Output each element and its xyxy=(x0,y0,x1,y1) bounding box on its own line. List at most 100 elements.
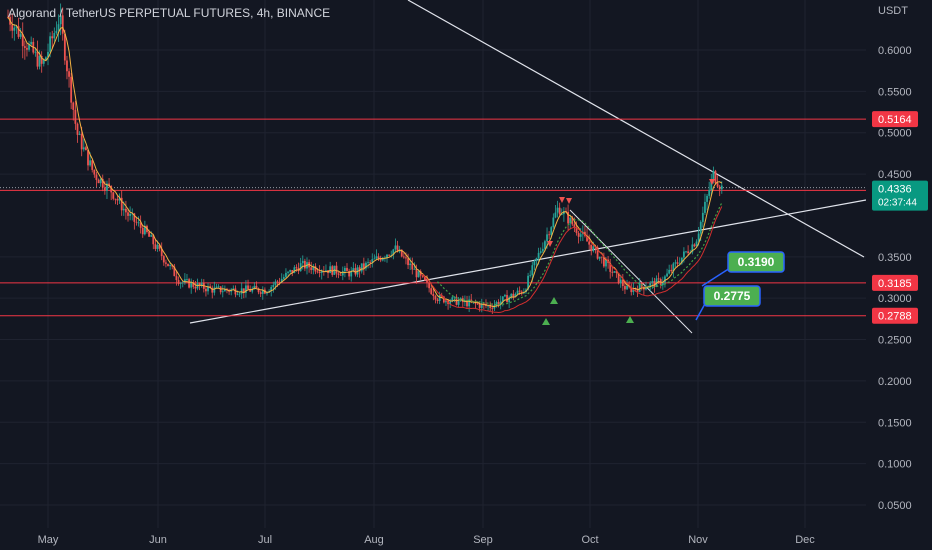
candle-body xyxy=(74,109,77,124)
y-tick-label: 0.1000 xyxy=(878,459,912,471)
candle-body xyxy=(375,256,378,259)
candle-body xyxy=(514,294,517,297)
candle-body xyxy=(28,44,30,50)
candle-body xyxy=(402,256,405,258)
candle-body xyxy=(266,292,268,294)
candle-body xyxy=(186,279,188,281)
candle-body xyxy=(352,268,355,271)
candle-body xyxy=(165,262,167,264)
candle-body xyxy=(211,287,214,293)
candle-body xyxy=(192,282,195,287)
y-tick-label: 0.2500 xyxy=(878,335,912,347)
candle-body xyxy=(49,36,52,52)
candle-body xyxy=(15,26,18,28)
candle-body xyxy=(626,285,628,290)
candle-body xyxy=(596,246,599,259)
candle-body xyxy=(548,234,551,236)
candle-body xyxy=(217,286,220,288)
candle-body xyxy=(636,289,639,292)
sell-signal-icon xyxy=(709,179,715,185)
candle-body xyxy=(611,271,614,273)
candle-body xyxy=(573,224,576,228)
candle-body xyxy=(400,249,403,257)
candle-body xyxy=(343,267,346,272)
candle-body xyxy=(476,303,479,305)
candle-body xyxy=(299,263,302,272)
candle-body xyxy=(645,287,647,290)
candle-body xyxy=(670,269,673,272)
candle-body xyxy=(270,286,273,292)
candle-body xyxy=(51,36,54,39)
level-label-box xyxy=(872,307,918,324)
candle-body xyxy=(571,217,574,225)
candle-body xyxy=(613,271,616,273)
candle-body xyxy=(411,263,414,270)
candle-body xyxy=(23,46,26,48)
candle-body xyxy=(716,183,719,187)
candle-body xyxy=(188,279,190,288)
candle-body xyxy=(285,272,287,278)
time-axis[interactable] xyxy=(0,528,932,550)
candle-body xyxy=(499,301,502,305)
candle-body xyxy=(535,258,538,261)
candle-body xyxy=(421,275,424,277)
candle-body xyxy=(466,300,468,307)
candle-body xyxy=(624,286,626,290)
candle-body xyxy=(377,256,380,259)
candle-body xyxy=(152,235,155,245)
x-tick-label: Nov xyxy=(688,534,708,546)
candle-body xyxy=(695,241,698,247)
candle-body xyxy=(171,265,174,267)
chart-title: Algorand / TetherUS PERPETUAL FUTURES, 4… xyxy=(8,6,331,20)
candle-body xyxy=(61,15,64,34)
candle-body xyxy=(504,294,506,297)
candle-body xyxy=(282,277,285,279)
candle-body xyxy=(598,256,601,259)
candle-body xyxy=(685,251,687,253)
candle-body xyxy=(129,213,132,216)
candle-body xyxy=(436,299,439,301)
candle-body xyxy=(674,262,677,264)
candle-body xyxy=(664,276,666,283)
candle-body xyxy=(520,291,523,294)
candle-body xyxy=(495,302,498,305)
candle-body xyxy=(301,260,304,264)
candle-body xyxy=(588,241,591,245)
candle-body xyxy=(430,288,433,294)
candle-body xyxy=(680,257,683,264)
candle-body xyxy=(533,260,536,266)
candle-body xyxy=(82,147,85,150)
candles xyxy=(7,3,723,315)
candle-body xyxy=(13,27,16,31)
candle-body xyxy=(708,190,711,196)
y-tick-label: 0.0500 xyxy=(878,500,912,512)
callout-box xyxy=(727,251,785,273)
x-tick-label: Sep xyxy=(473,534,493,546)
candle-body xyxy=(213,287,216,293)
candle-body xyxy=(133,213,136,222)
candle-body xyxy=(232,288,235,290)
candle-body xyxy=(546,234,548,242)
candle-body xyxy=(704,201,706,213)
candle-body xyxy=(253,285,256,289)
candle-body xyxy=(579,234,582,237)
candle-body xyxy=(137,222,140,224)
price-axis[interactable] xyxy=(866,0,932,528)
candle-body xyxy=(657,278,660,280)
y-tick-label: 0.4500 xyxy=(878,169,912,181)
candle-body xyxy=(362,263,365,269)
candle-body xyxy=(373,258,376,260)
candle-body xyxy=(274,281,277,286)
candle-body xyxy=(80,133,83,150)
candle-body xyxy=(143,225,146,235)
horizontal-levels xyxy=(0,118,866,317)
candle-body xyxy=(238,293,241,295)
candle-body xyxy=(619,279,622,284)
candle-body xyxy=(379,258,382,261)
candle-body xyxy=(531,265,534,276)
trend-lines xyxy=(189,0,867,334)
candle-body xyxy=(91,160,94,170)
candle-body xyxy=(97,179,100,184)
x-tick-label: Aug xyxy=(364,534,384,546)
